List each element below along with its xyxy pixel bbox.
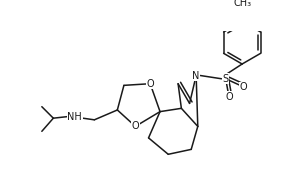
Text: N: N	[192, 70, 200, 81]
Text: NH: NH	[67, 112, 82, 122]
Text: O: O	[146, 79, 154, 89]
Text: O: O	[240, 82, 248, 92]
Text: CH₃: CH₃	[233, 0, 251, 8]
Text: O: O	[225, 92, 233, 102]
Text: O: O	[132, 121, 139, 131]
Text: S: S	[223, 74, 229, 84]
